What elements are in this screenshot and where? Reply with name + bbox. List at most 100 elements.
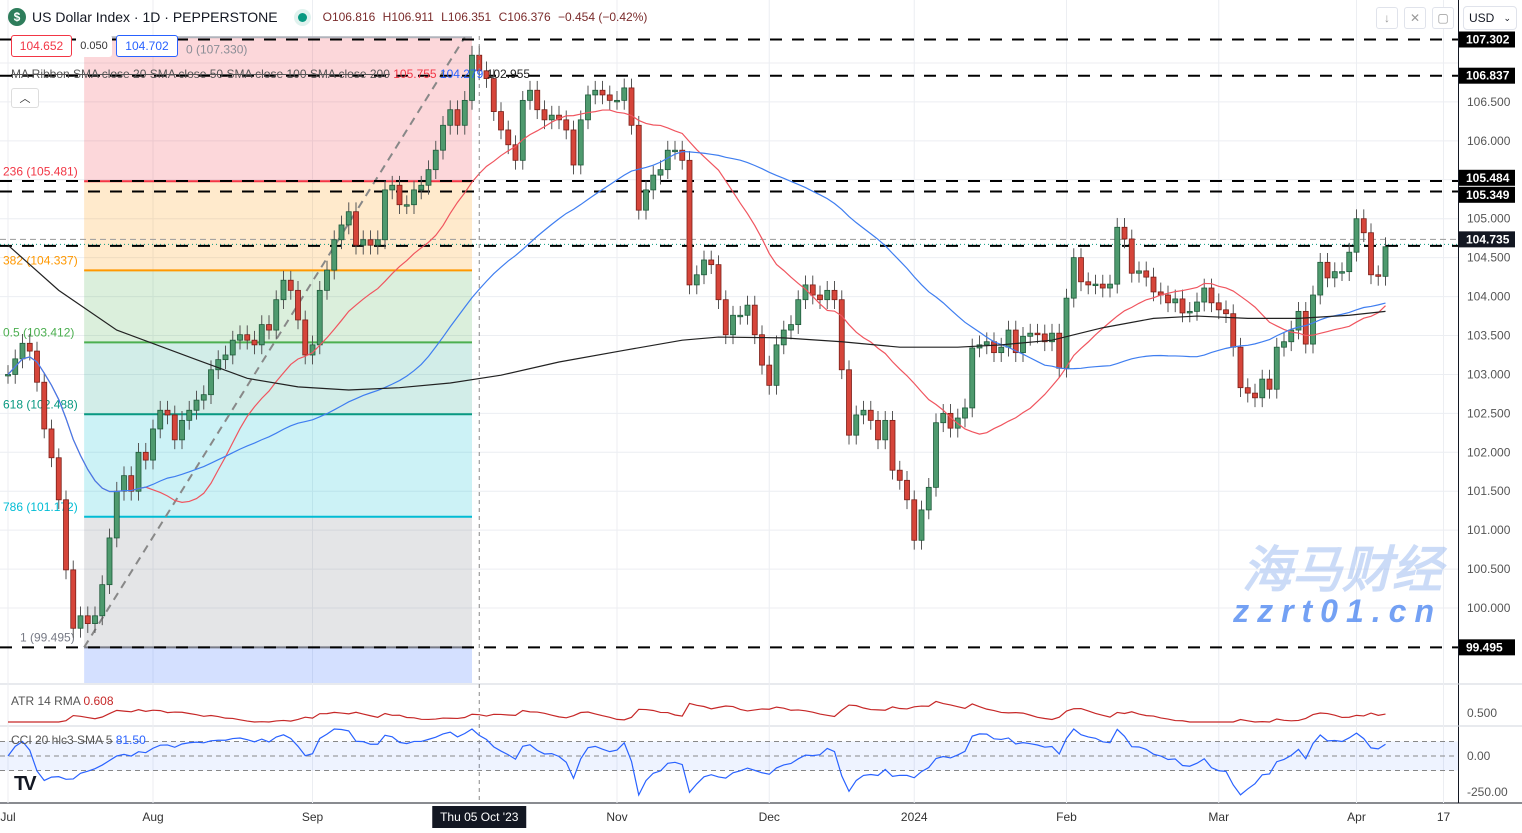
candle [759, 334, 765, 366]
candle [1107, 283, 1113, 289]
candle [628, 87, 635, 126]
candle [1172, 298, 1179, 304]
candle [1027, 332, 1034, 337]
ma-ribbon-legend[interactable]: MA Ribbon SMA close 20 SMA close 50 SMA … [11, 67, 530, 81]
candle [962, 407, 968, 419]
candle [338, 224, 345, 241]
ohlc-readout: O106.816 H106.911 L106.351 C106.376 −0.4… [323, 10, 652, 24]
cci-tick-label: -250.00 [1467, 785, 1508, 799]
candle [1020, 335, 1026, 354]
candle [1049, 332, 1055, 343]
price-label: 106.837 [1466, 69, 1510, 83]
candle [664, 149, 671, 171]
candle [1034, 332, 1041, 336]
atr-value: 0.608 [83, 694, 114, 708]
candle [34, 350, 40, 383]
buy-price-button[interactable]: 104.702 [116, 35, 178, 57]
x-tick-label: 17 [1437, 810, 1451, 824]
candle [1092, 283, 1099, 287]
candle [534, 89, 541, 111]
atr-legend[interactable]: ATR 14 RMA 0.608 [11, 694, 114, 708]
chevron-up-icon[interactable]: ︿ [11, 88, 39, 108]
candle [1288, 329, 1295, 343]
candle [164, 409, 171, 416]
candle [1259, 378, 1266, 399]
candle [273, 299, 280, 331]
candle [113, 490, 120, 539]
fib-zone [84, 37, 472, 182]
candle [77, 615, 84, 629]
candle [490, 78, 497, 112]
candle [635, 124, 642, 211]
y-tick-label: 106.000 [1467, 134, 1511, 148]
cci-tick-label: 0.00 [1467, 749, 1491, 763]
candle [744, 304, 751, 316]
arrow-down-icon[interactable]: ↓ [1376, 7, 1398, 29]
y-tick-label: 105.000 [1467, 212, 1511, 226]
market-open-icon [297, 12, 307, 22]
dollar-icon: $ [8, 8, 26, 26]
candle [1353, 218, 1360, 253]
candle [751, 304, 758, 336]
candle [106, 537, 113, 586]
tradingview-logo[interactable]: TV [14, 773, 36, 795]
candle [527, 89, 533, 101]
candle [708, 259, 715, 266]
candle [853, 414, 860, 436]
candle [1201, 287, 1208, 303]
candle [287, 279, 294, 291]
candle [1085, 281, 1092, 286]
candle [411, 189, 417, 206]
candle [70, 569, 77, 629]
trend-line [83, 36, 466, 648]
fib-zone [84, 181, 472, 271]
candle [925, 486, 932, 511]
candle [454, 109, 461, 126]
candle [722, 299, 729, 336]
candle [1244, 387, 1251, 394]
cci-label: CCI 20 hlc3 SMA 5 [11, 733, 113, 747]
candle [215, 359, 222, 371]
candle [701, 259, 707, 276]
candle [5, 374, 11, 377]
chart-header: $ US Dollar Index · 1D · PEPPERSTONE O10… [8, 8, 651, 26]
candle [63, 499, 69, 571]
open-value: O106.816 [322, 10, 376, 24]
y-tick-label: 102.500 [1467, 406, 1511, 420]
candle [831, 289, 838, 301]
currency-select[interactable]: USD ⌄ [1463, 6, 1517, 30]
fib-level-label: 236 (105.481) [3, 164, 78, 178]
price-axis-border [1458, 0, 1459, 803]
candle [1237, 346, 1244, 389]
candle [157, 409, 164, 430]
maximize-icon[interactable]: ▢ [1432, 7, 1454, 29]
high-value: H106.911 [382, 10, 434, 24]
collapse-icon[interactable]: ✕ [1404, 7, 1426, 29]
candle [693, 274, 700, 286]
crosshair-date-bg [432, 806, 527, 828]
price-label-bg [1459, 67, 1515, 84]
candle [498, 111, 504, 131]
cci-legend[interactable]: CCI 20 hlc3 SMA 5 81.50 [11, 733, 146, 747]
candle [577, 119, 584, 166]
symbol-title[interactable]: US Dollar Index · 1D · PEPPERSTONE [32, 9, 278, 25]
atr-line [8, 700, 1386, 723]
candle [614, 99, 620, 103]
candle [730, 314, 736, 336]
candle [1215, 302, 1222, 311]
candle [1078, 257, 1084, 283]
candle [563, 119, 570, 131]
candle [867, 409, 874, 421]
candle [186, 409, 193, 421]
fib-level-label: 382 (104.337) [3, 253, 78, 267]
x-tick-label: Dec [759, 810, 780, 824]
candle [382, 189, 388, 241]
candle [1128, 238, 1135, 274]
x-tick-label: 2024 [901, 810, 928, 824]
sell-price-button[interactable]: 104.652 [11, 35, 72, 57]
y-tick-label: 103.000 [1467, 367, 1511, 381]
price-label: 105.349 [1466, 188, 1510, 202]
fib-level-label: 1 (99.495) [20, 630, 75, 644]
x-tick-label: Nov [606, 810, 627, 824]
